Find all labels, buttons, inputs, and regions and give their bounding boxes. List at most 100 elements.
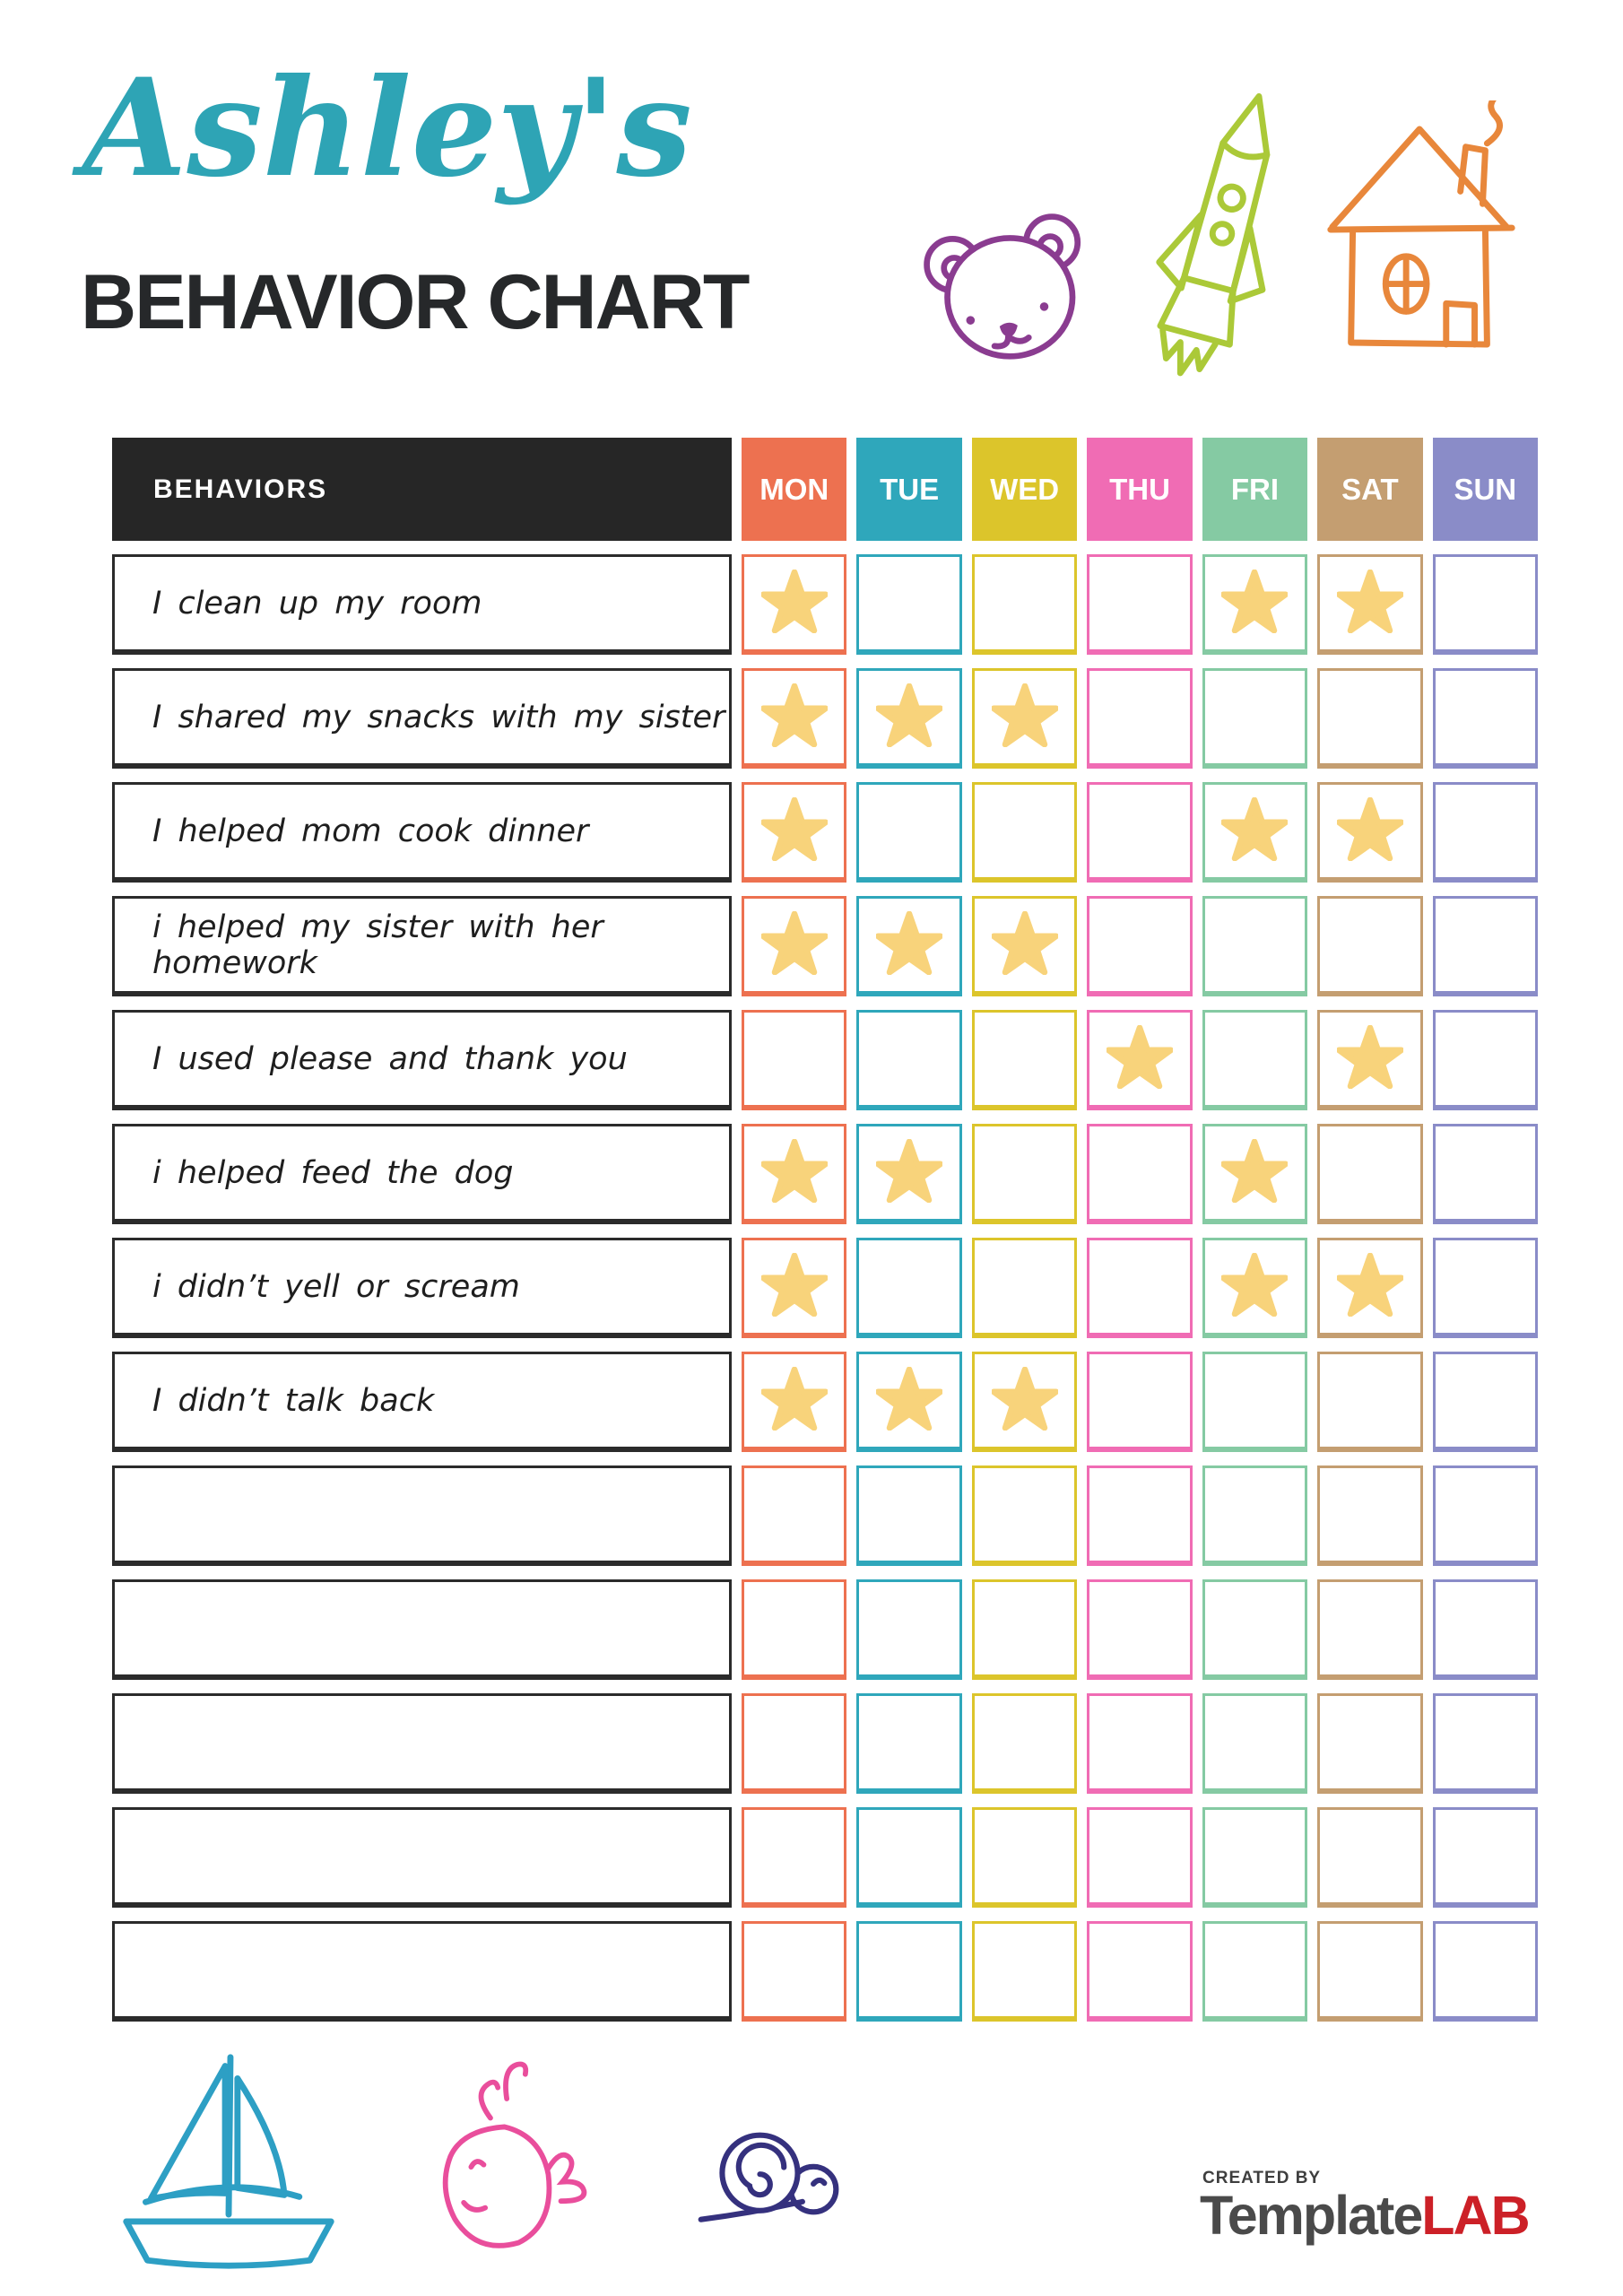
star-icon [991, 683, 1058, 747]
day-header-mon: MON [742, 438, 847, 541]
cell-row4-sun [1432, 896, 1538, 996]
cell-row12-mon [742, 1807, 847, 1908]
page-title: BEHAVIOR CHART [81, 259, 750, 345]
behavior-label-row-9 [112, 1465, 732, 1566]
star-icon [760, 683, 828, 747]
cell-row8-thu [1087, 1352, 1193, 1452]
cell-row4-thu [1087, 896, 1193, 996]
cell-row8-tue [856, 1352, 962, 1452]
behavior-label-row-4: i helped my sister with her homework [112, 896, 732, 996]
cell-row11-sun [1432, 1693, 1538, 1794]
cell-row9-fri [1202, 1465, 1308, 1566]
cell-row6-sun [1432, 1124, 1538, 1224]
behavior-label-row-13 [112, 1921, 732, 2022]
cell-row1-thu [1087, 554, 1193, 655]
cell-row12-sat [1317, 1807, 1423, 1908]
star-icon [760, 570, 828, 633]
templatelab-credit: CREATED BY TemplateLAB [1200, 2169, 1531, 2246]
cell-row4-fri [1202, 896, 1308, 996]
cell-row12-fri [1202, 1807, 1308, 1908]
cell-row13-thu [1087, 1921, 1193, 2022]
cell-row13-sat [1317, 1921, 1423, 2022]
cell-row12-thu [1087, 1807, 1193, 1908]
cell-row2-wed [971, 668, 1078, 769]
cell-row7-fri [1202, 1238, 1308, 1338]
cell-row3-fri [1202, 782, 1308, 883]
cell-row5-sun [1432, 1010, 1538, 1110]
cell-row13-mon [742, 1921, 847, 2022]
cell-row9-wed [971, 1465, 1078, 1566]
cell-row7-tue [856, 1238, 962, 1338]
behavior-label-row-10 [112, 1579, 732, 1680]
behavior-label-row-12 [112, 1807, 732, 1908]
whale-icon [386, 2056, 621, 2271]
behaviors-column-header: BEHAVIORS [112, 438, 732, 541]
cell-row10-sun [1432, 1579, 1538, 1680]
rocket-icon [1137, 83, 1304, 398]
cell-row11-fri [1202, 1693, 1308, 1794]
behavior-label-row-8: I didn’t talk back [112, 1352, 732, 1452]
cell-row10-mon [742, 1579, 847, 1680]
sailboat-icon [95, 2045, 362, 2274]
cell-row5-thu [1087, 1010, 1193, 1110]
behavior-label-row-11 [112, 1693, 732, 1794]
behavior-label-row-6: i helped feed the dog [112, 1124, 732, 1224]
cell-row13-tue [856, 1921, 962, 2022]
cell-row7-sat [1317, 1238, 1423, 1338]
cell-row4-mon [742, 896, 847, 996]
cell-row9-mon [742, 1465, 847, 1566]
cell-row11-sat [1317, 1693, 1423, 1794]
cell-row3-sat [1317, 782, 1423, 883]
cell-row2-thu [1087, 668, 1193, 769]
star-icon [1336, 1025, 1403, 1089]
credit-brand-lab: LAB [1421, 2185, 1530, 2246]
cell-row1-mon [742, 554, 847, 655]
star-icon [876, 1367, 943, 1431]
cell-row13-fri [1202, 1921, 1308, 2022]
cell-row2-sat [1317, 668, 1423, 769]
cell-row9-thu [1087, 1465, 1193, 1566]
cell-row3-sun [1432, 782, 1538, 883]
star-icon [760, 1367, 828, 1431]
cell-row11-thu [1087, 1693, 1193, 1794]
cell-row6-tue [856, 1124, 962, 1224]
day-header-sun: SUN [1432, 438, 1538, 541]
cell-row8-fri [1202, 1352, 1308, 1452]
cell-row8-sun [1432, 1352, 1538, 1452]
credit-brand-template: Template [1200, 2185, 1423, 2246]
star-icon [760, 911, 828, 975]
day-header-sat: SAT [1317, 438, 1423, 541]
cell-row1-wed [971, 554, 1078, 655]
cell-row13-wed [971, 1921, 1078, 2022]
cell-row1-sun [1432, 554, 1538, 655]
cell-row13-sun [1432, 1921, 1538, 2022]
cell-row2-mon [742, 668, 847, 769]
star-icon [760, 1253, 828, 1317]
star-icon [876, 1139, 943, 1203]
day-header-tue: TUE [856, 438, 962, 541]
cell-row6-wed [971, 1124, 1078, 1224]
snail-icon [656, 2117, 866, 2233]
star-icon [876, 911, 943, 975]
behavior-label-row-7: i didn’t yell or scream [112, 1238, 732, 1338]
cell-row6-thu [1087, 1124, 1193, 1224]
star-icon [876, 683, 943, 747]
cell-row7-mon [742, 1238, 847, 1338]
cell-row11-mon [742, 1693, 847, 1794]
credit-created-by: CREATED BY [1202, 2169, 1322, 2187]
star-icon [991, 1367, 1058, 1431]
cell-row12-tue [856, 1807, 962, 1908]
star-icon [1336, 1253, 1403, 1317]
cell-row10-fri [1202, 1579, 1308, 1680]
cell-row4-sat [1317, 896, 1423, 996]
day-header-wed: WED [971, 438, 1078, 541]
star-icon [1336, 797, 1403, 861]
cell-row11-tue [856, 1693, 962, 1794]
cell-row3-mon [742, 782, 847, 883]
house-icon [1311, 100, 1533, 368]
star-icon [1221, 1253, 1289, 1317]
cell-row5-mon [742, 1010, 847, 1110]
credit-brand: TemplateLAB [1200, 2185, 1531, 2246]
cell-row8-wed [971, 1352, 1078, 1452]
